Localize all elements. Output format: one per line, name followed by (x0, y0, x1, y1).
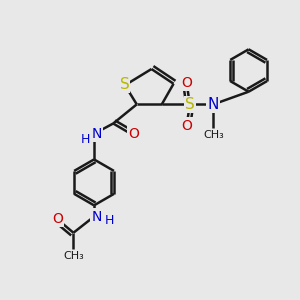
Text: S: S (185, 97, 195, 112)
Text: H: H (105, 214, 114, 227)
Text: O: O (182, 118, 192, 133)
Text: N: N (91, 127, 102, 141)
Text: N: N (208, 97, 219, 112)
Text: O: O (128, 127, 139, 141)
Text: O: O (52, 212, 63, 226)
Text: S: S (119, 77, 129, 92)
Text: CH₃: CH₃ (63, 251, 84, 261)
Text: CH₃: CH₃ (203, 130, 224, 140)
Text: N: N (91, 209, 102, 224)
Text: O: O (182, 76, 192, 90)
Text: H: H (81, 133, 91, 146)
